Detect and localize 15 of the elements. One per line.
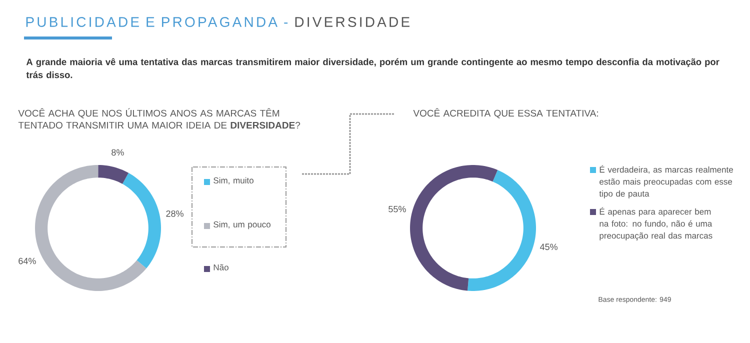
legend-label: Não	[214, 264, 228, 270]
data-label: 8%	[112, 149, 124, 156]
legend-label: Sim, um pouco	[214, 221, 270, 230]
data-label: 64%	[18, 258, 36, 264]
data-label: 28%	[166, 210, 184, 217]
chart-title: VOCÊ ACHA QUE NOS ÚLTIMOS ANOS AS MARCAS TÊM TENTADO TRANSMITIR UMA MAIOR IDEIA DE DIVERSIDADE?	[18, 108, 300, 129]
legend-label: É verdadeira, as marcas realmente estão mais preocupadas com esse tipo de pauta	[599, 165, 733, 198]
data-label: 45%	[540, 244, 558, 250]
text: PUBLICIDADE E PROPAGANDA -	[26, 17, 288, 27]
text: A grande maioria vê uma tentativa das marcas transmitirem maior diversidade, porém um grande contingente ao mesmo tempo desconfia da motivação por trás disso.	[26, 58, 720, 78]
text: DIVERSIDADE	[295, 17, 410, 27]
legend-label: É apenas para aparecer bem na foto: no fundo, não é uma preocupação real das marcas	[600, 207, 712, 240]
data-label: 55%	[388, 206, 406, 212]
legend-label: Sim, muito	[214, 177, 254, 184]
chart-title: VOCÊ ACREDITA QUE ESSA TENTATIVA:	[413, 108, 598, 118]
